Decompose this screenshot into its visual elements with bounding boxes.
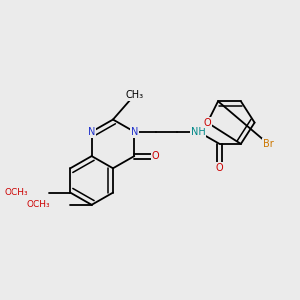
Text: NH: NH (191, 127, 206, 137)
Text: N: N (88, 127, 95, 137)
Text: OCH₃: OCH₃ (5, 188, 28, 197)
Text: O: O (216, 163, 224, 173)
Text: N: N (130, 127, 138, 137)
Text: CH₃: CH₃ (125, 90, 143, 100)
Text: Br: Br (263, 139, 274, 149)
Text: O: O (204, 118, 211, 128)
Text: OCH₃: OCH₃ (26, 200, 50, 209)
Text: O: O (152, 151, 159, 161)
